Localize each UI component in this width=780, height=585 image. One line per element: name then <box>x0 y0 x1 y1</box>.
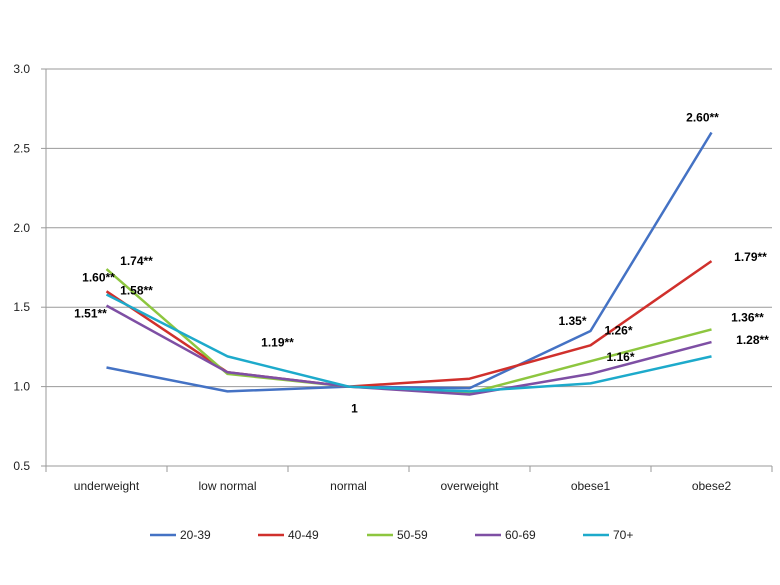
legend-label: 50-59 <box>397 528 428 542</box>
y-axis-ticks: 0.5 1.0 1.5 2.0 2.5 3.0 <box>13 62 30 473</box>
y-tick-label: 1.5 <box>13 300 30 314</box>
legend-label: 60-69 <box>505 528 536 542</box>
legend-item-70+: 70+ <box>583 528 633 542</box>
data-label: 1.58** <box>120 283 153 297</box>
x-tick-label: low normal <box>198 479 256 493</box>
grid-lines <box>41 68 773 472</box>
x-tick-label: overweight <box>440 479 499 493</box>
y-tick-label: 2.0 <box>13 221 30 235</box>
x-tick-label: obese2 <box>692 479 732 493</box>
data-labels: 1.74** 1.60** 1.58** 1.51** 1.19** 1 1.35* 1.26… <box>74 111 769 416</box>
series-lines <box>105 131 713 396</box>
data-label: 1.28** <box>736 333 769 347</box>
data-label: 1.26* <box>604 323 632 337</box>
x-tick-label: obese1 <box>571 479 611 493</box>
data-label: 2.60** <box>686 111 719 125</box>
x-tick-label: normal <box>330 479 367 493</box>
series-line-60-69 <box>105 304 712 396</box>
y-tick-label: 3.0 <box>13 62 30 76</box>
legend-label: 70+ <box>613 528 633 542</box>
legend: 20-39 40-49 50-59 60-69 70+ <box>150 528 633 542</box>
x-axis-ticks: underweight low normal normal overweight obe… <box>74 479 732 493</box>
data-label: 1.79** <box>734 250 767 264</box>
data-label: 1.35* <box>558 314 586 328</box>
data-label: 1 <box>351 402 358 416</box>
y-tick-label: 0.5 <box>13 459 30 473</box>
data-label: 1.19** <box>261 335 294 349</box>
y-tick-label: 2.5 <box>13 141 30 155</box>
data-label: 1.60** <box>82 270 115 284</box>
legend-label: 20-39 <box>180 528 211 542</box>
data-label: 1.36** <box>731 310 764 324</box>
data-label: 1.51** <box>74 307 107 321</box>
legend-item-40-49: 40-49 <box>258 528 319 542</box>
series-line-70+ <box>105 293 712 393</box>
series-line-20-39 <box>106 131 713 393</box>
data-label: 1.16* <box>606 350 634 364</box>
y-tick-label: 1.0 <box>13 380 30 394</box>
x-tick-label: underweight <box>74 479 140 493</box>
legend-item-20-39: 20-39 <box>150 528 211 542</box>
legend-item-60-69: 60-69 <box>475 528 536 542</box>
data-label: 1.74** <box>120 254 153 268</box>
legend-label: 40-49 <box>288 528 319 542</box>
series-line-40-49 <box>105 260 713 388</box>
legend-item-50-59: 50-59 <box>367 528 428 542</box>
